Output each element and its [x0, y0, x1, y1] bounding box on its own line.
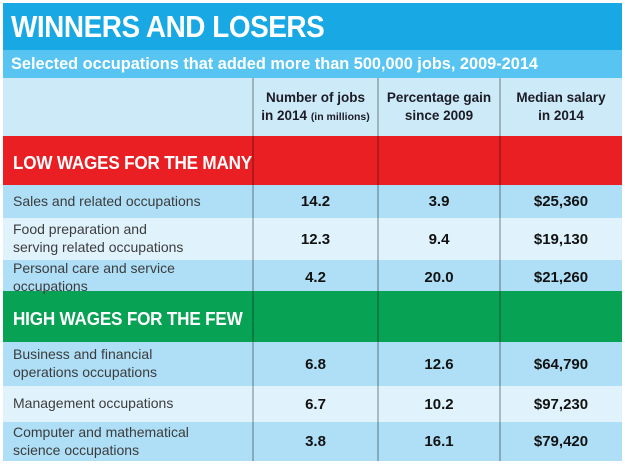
occupation-cell: Sales and related occupations — [13, 192, 201, 209]
section-header-low-wages-label: LOW WAGES FOR THE MANY — [13, 153, 253, 173]
jobs-cell: 12.3 — [300, 230, 331, 248]
col-header-salary: Median salary in 2014 — [500, 78, 622, 136]
occupation-cell: Management occupations — [13, 395, 174, 412]
table-row-business-financial: Business and financial operations occupa… — [3, 342, 622, 386]
occupation-cell: Food preparation and serving related occ… — [13, 221, 184, 255]
title-bar: WINNERS AND LOSERS — [3, 3, 622, 50]
column-header-row: Number of jobs in 2014 (in millions) Per… — [3, 78, 622, 136]
col-header-salary-line2: in 2014 — [538, 108, 584, 123]
occupation-cell: Computer and mathematical science occupa… — [13, 423, 189, 458]
gain-cell: 16.1 — [424, 433, 454, 450]
col-header-jobs: Number of jobs in 2014 (in millions) — [253, 78, 378, 136]
table-row-food-preparation: Food preparation and serving related occ… — [3, 218, 622, 260]
col-header-gain-line1: Percentage gain — [386, 90, 492, 106]
jobs-cell: 6.8 — [305, 355, 326, 373]
jobs-cell: 3.8 — [305, 433, 326, 450]
section-header-high-wages: HIGH WAGES FOR THE FEW — [3, 291, 622, 342]
salary-cell: $97,230 — [533, 395, 589, 413]
occupation-cell: Business and financial operations occupa… — [13, 346, 157, 380]
jobs-cell: 14.2 — [300, 193, 331, 210]
col-header-jobs-line2: in 2014 (in millions) — [261, 107, 370, 123]
gain-cell: 9.4 — [428, 230, 450, 248]
page-title: WINNERS AND LOSERS — [11, 8, 325, 44]
table-row-personal-care: Personal care and service occupations 4.… — [3, 260, 622, 294]
col-header-occupation — [3, 78, 253, 136]
table-row-management: Management occupations 6.7 10.2 $97,230 — [3, 386, 622, 422]
subtitle: Selected occupations that added more tha… — [11, 54, 538, 73]
salary-cell: $79,420 — [533, 433, 589, 450]
gain-cell: 3.9 — [428, 193, 450, 210]
section-header-low-wages: LOW WAGES FOR THE MANY — [3, 136, 622, 185]
salary-cell: $21,260 — [533, 269, 589, 287]
infographic-inner: WINNERS AND LOSERS Selected occupations … — [3, 3, 622, 461]
salary-cell: $64,790 — [533, 355, 589, 373]
table-row-sales: Sales and related occupations 14.2 3.9 $… — [3, 185, 622, 218]
col-header-gain: Percentage gain since 2009 — [378, 78, 500, 136]
section-header-high-wages-label: HIGH WAGES FOR THE FEW — [13, 309, 243, 329]
gain-cell: 20.0 — [424, 269, 454, 287]
table-row-computer-mathematical: Computer and mathematical science occupa… — [3, 422, 622, 461]
salary-cell: $19,130 — [533, 230, 589, 248]
col-header-gain-line2: since 2009 — [404, 108, 474, 123]
jobs-cell: 6.7 — [305, 395, 326, 413]
gain-cell: 10.2 — [424, 395, 454, 413]
subtitle-bar: Selected occupations that added more tha… — [3, 50, 622, 78]
occupation-cell: Personal care and service occupations — [13, 260, 175, 294]
gain-cell: 12.6 — [424, 355, 454, 373]
jobs-cell: 4.2 — [305, 269, 326, 287]
col-header-salary-line1: Median salary — [516, 90, 606, 106]
salary-cell: $25,360 — [533, 193, 589, 210]
col-header-jobs-note: (in millions) — [310, 110, 370, 123]
col-header-jobs-line1: Number of jobs — [265, 90, 365, 106]
